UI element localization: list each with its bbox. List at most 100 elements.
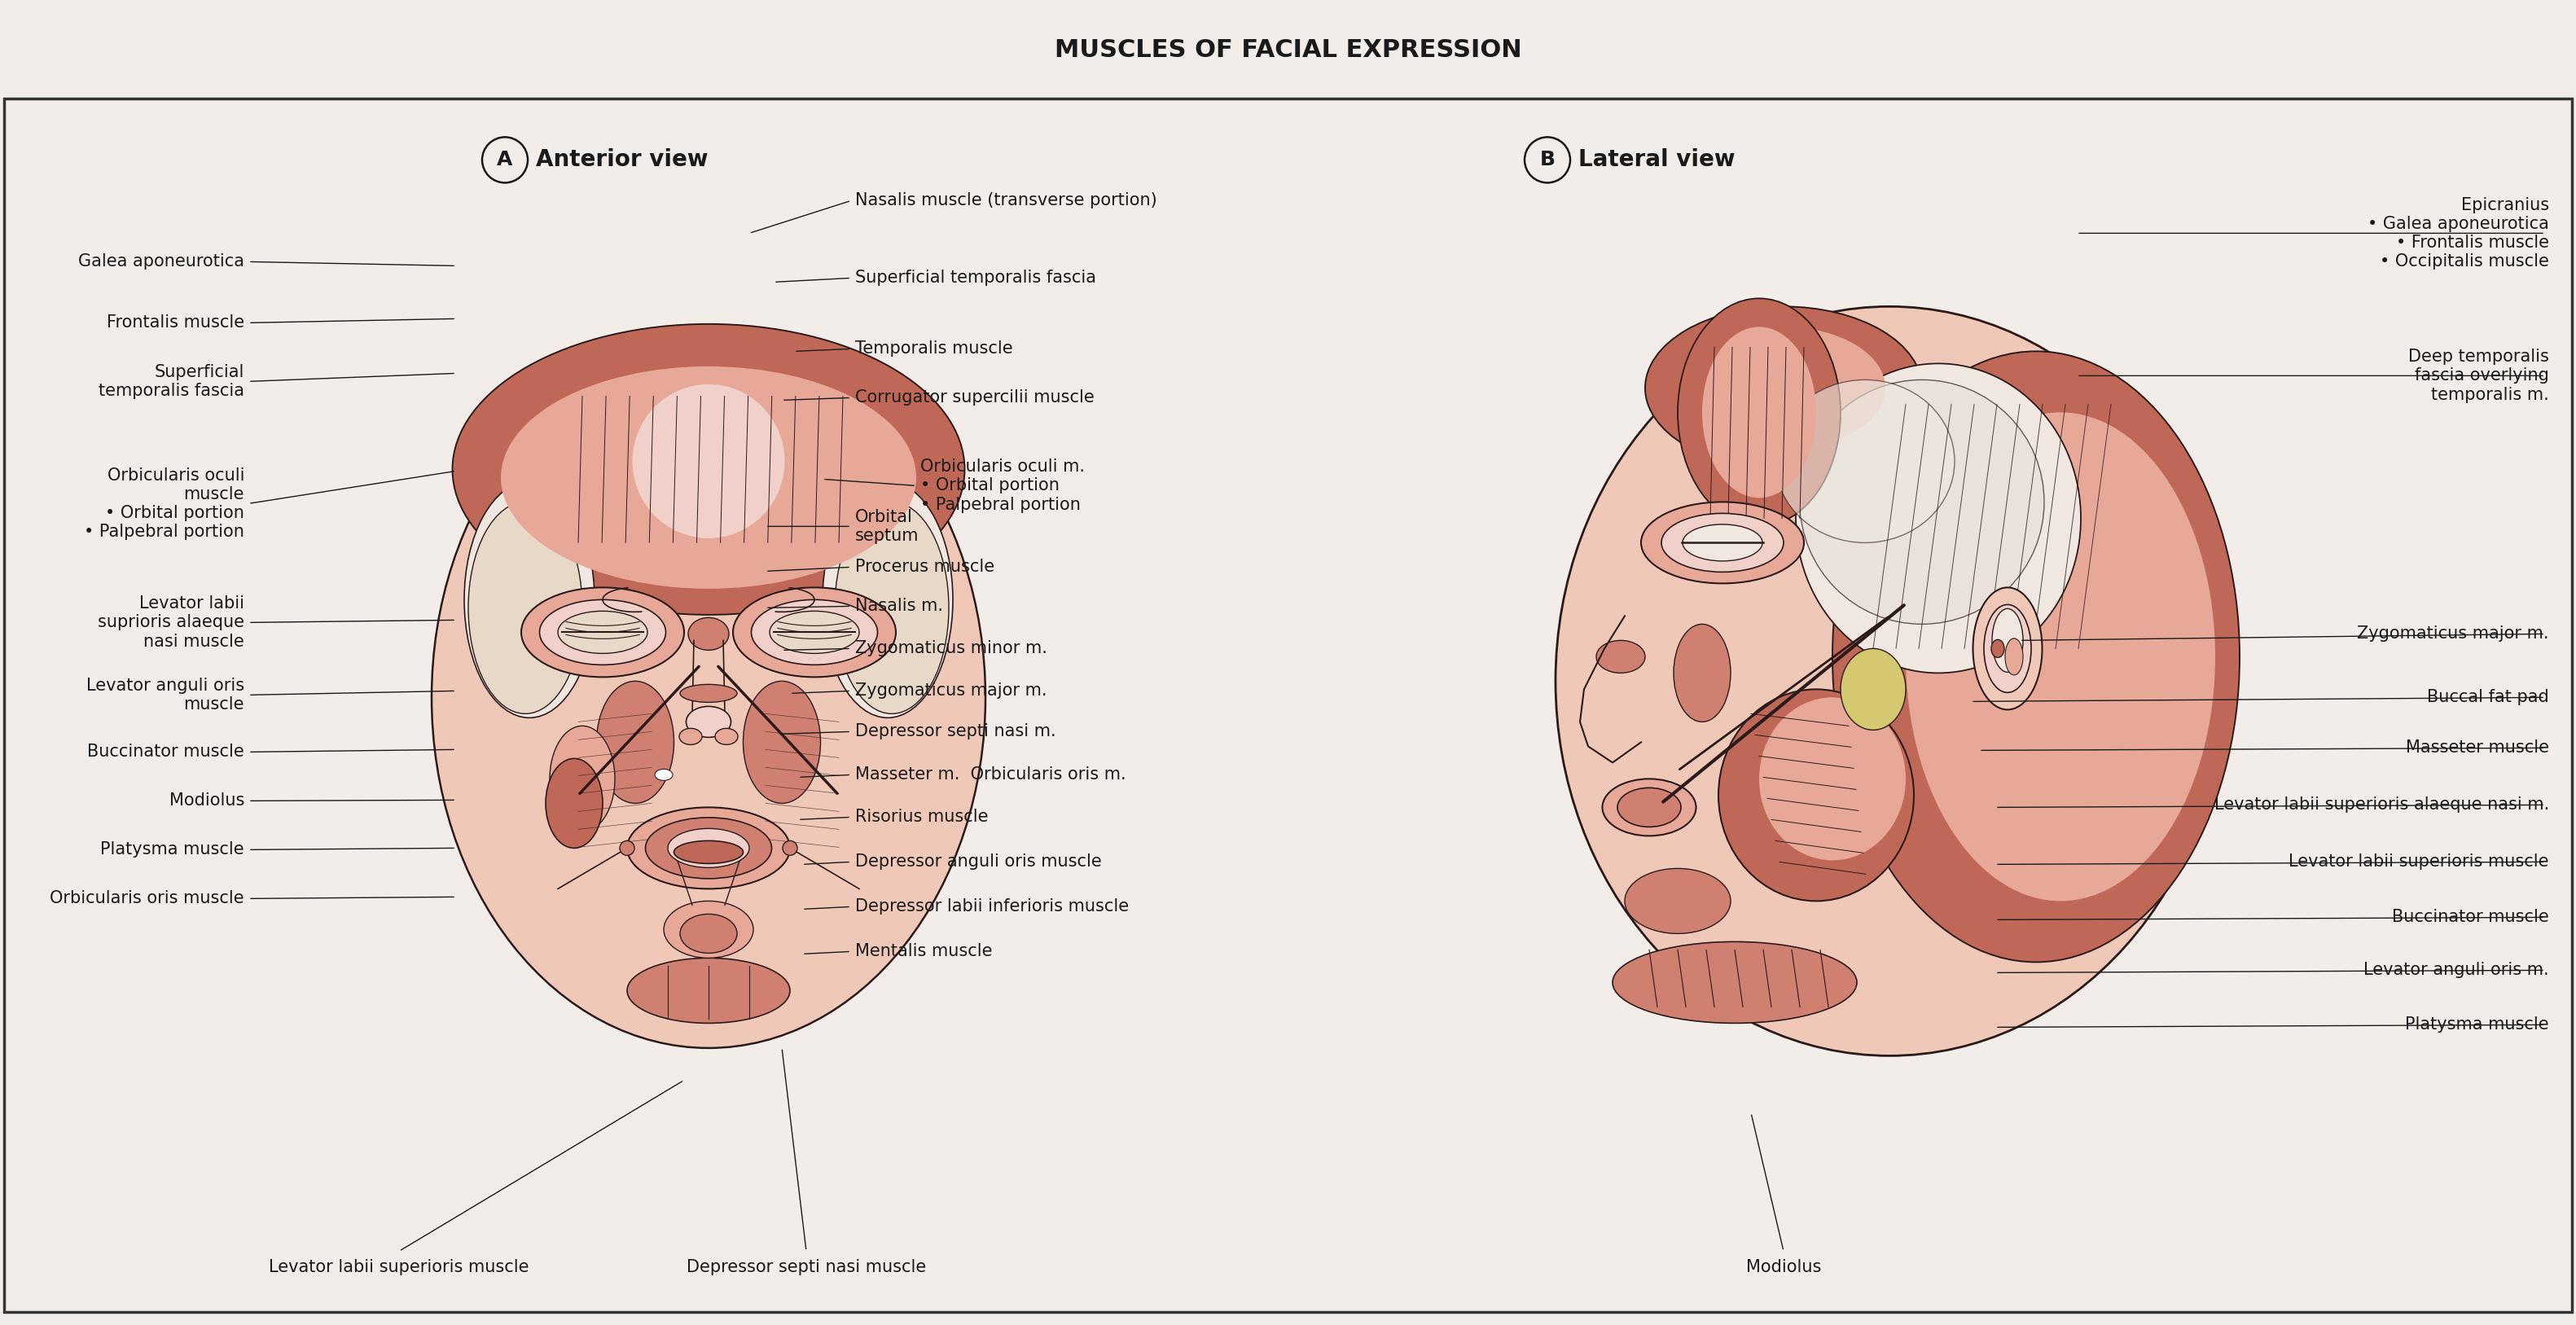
Ellipse shape [822, 481, 953, 718]
Text: Orbital
septum: Orbital septum [855, 509, 920, 545]
Ellipse shape [835, 502, 948, 714]
Text: Anterior view: Anterior view [536, 148, 708, 171]
Text: Zygomaticus major m.: Zygomaticus major m. [2357, 625, 2550, 643]
Text: Nasalis m.: Nasalis m. [855, 598, 943, 615]
Text: Masseter muscle: Masseter muscle [2406, 739, 2550, 757]
Ellipse shape [1842, 648, 1906, 730]
Ellipse shape [1646, 306, 1922, 469]
Text: Levator labii superioris muscle: Levator labii superioris muscle [2290, 853, 2550, 871]
Ellipse shape [453, 325, 963, 615]
Ellipse shape [546, 758, 603, 848]
Text: Modiolus: Modiolus [170, 792, 245, 810]
Ellipse shape [1618, 788, 1682, 827]
Ellipse shape [559, 611, 647, 653]
Text: Superficial
temporalis fascia: Superficial temporalis fascia [98, 364, 245, 399]
Text: A: A [497, 150, 513, 170]
Text: Buccinator muscle: Buccinator muscle [88, 743, 245, 761]
Text: Depressor septi nasi m.: Depressor septi nasi m. [855, 723, 1056, 739]
Ellipse shape [716, 729, 737, 745]
Ellipse shape [1625, 868, 1731, 934]
Text: Modiolus: Modiolus [1747, 1259, 1821, 1276]
Text: Orbicularis oculi
muscle
• Orbital portion
• Palpebral portion: Orbicularis oculi muscle • Orbital porti… [85, 468, 245, 541]
Ellipse shape [621, 841, 634, 856]
Text: Levator labii superioris muscle: Levator labii superioris muscle [268, 1259, 528, 1276]
Ellipse shape [654, 768, 672, 780]
Ellipse shape [549, 726, 616, 832]
Ellipse shape [1759, 697, 1906, 860]
Text: Deep temporalis
fascia overlying
temporalis m.: Deep temporalis fascia overlying tempora… [2409, 348, 2550, 403]
Ellipse shape [538, 600, 665, 665]
Ellipse shape [1991, 640, 2004, 657]
Ellipse shape [667, 828, 750, 868]
Text: Lateral view: Lateral view [1579, 148, 1736, 171]
Text: MUSCLES OF FACIAL EXPRESSION: MUSCLES OF FACIAL EXPRESSION [1054, 38, 1522, 62]
Text: Buccinator muscle: Buccinator muscle [2393, 909, 2550, 925]
Ellipse shape [1703, 327, 1816, 498]
Ellipse shape [2004, 639, 2022, 674]
Ellipse shape [1775, 380, 1955, 543]
Text: Levator labii superioris alaeque nasi m.: Levator labii superioris alaeque nasi m. [2215, 796, 2550, 814]
Ellipse shape [500, 367, 917, 588]
Text: Superficial temporalis fascia: Superficial temporalis fascia [855, 270, 1097, 286]
Text: Levator labii
suprioris alaeque
nasi muscle: Levator labii suprioris alaeque nasi mus… [98, 595, 245, 649]
Text: Orbicularis oris muscle: Orbicularis oris muscle [49, 890, 245, 906]
Ellipse shape [1674, 624, 1731, 722]
Text: Platysma muscle: Platysma muscle [100, 841, 245, 857]
Ellipse shape [520, 587, 685, 677]
Text: Depressor septi nasi muscle: Depressor septi nasi muscle [685, 1259, 927, 1276]
Ellipse shape [1842, 384, 2069, 653]
Text: Corrugator supercilii muscle: Corrugator supercilii muscle [855, 390, 1095, 405]
Ellipse shape [1682, 327, 1886, 449]
Text: Masseter m.  Orbicularis oris m.: Masseter m. Orbicularis oris m. [855, 767, 1126, 783]
Ellipse shape [1662, 513, 1783, 572]
Text: Mentalis muscle: Mentalis muscle [855, 943, 992, 959]
Text: B: B [1540, 150, 1556, 170]
Ellipse shape [1795, 363, 2081, 673]
Ellipse shape [626, 807, 791, 889]
Text: Zygomaticus minor m.: Zygomaticus minor m. [855, 640, 1048, 657]
Ellipse shape [680, 914, 737, 953]
Ellipse shape [1641, 502, 1803, 583]
Text: Depressor labii inferioris muscle: Depressor labii inferioris muscle [855, 898, 1128, 914]
Ellipse shape [770, 611, 860, 653]
Ellipse shape [675, 841, 742, 864]
Ellipse shape [688, 617, 729, 651]
Text: Platysma muscle: Platysma muscle [2406, 1016, 2550, 1034]
Ellipse shape [752, 600, 878, 665]
Ellipse shape [469, 502, 582, 714]
Ellipse shape [647, 818, 773, 878]
Ellipse shape [685, 706, 732, 737]
Ellipse shape [1718, 689, 1914, 901]
Ellipse shape [1973, 587, 2043, 710]
Text: Epicranius
• Galea aponeurotica
• Frontalis muscle
• Occipitalis muscle: Epicranius • Galea aponeurotica • Fronta… [2367, 196, 2550, 270]
Text: Nasalis muscle (transverse portion): Nasalis muscle (transverse portion) [855, 192, 1157, 209]
Text: Depressor anguli oris muscle: Depressor anguli oris muscle [855, 853, 1103, 871]
Ellipse shape [1906, 412, 2215, 901]
Ellipse shape [626, 958, 791, 1023]
Ellipse shape [734, 587, 896, 677]
Ellipse shape [1682, 525, 1762, 560]
Ellipse shape [783, 841, 799, 856]
Ellipse shape [680, 685, 737, 702]
Ellipse shape [1597, 640, 1646, 673]
Ellipse shape [464, 481, 595, 718]
Text: Risorius muscle: Risorius muscle [855, 810, 989, 825]
Ellipse shape [1832, 351, 2239, 962]
Text: Temporalis muscle: Temporalis muscle [855, 341, 1012, 356]
Ellipse shape [598, 681, 675, 803]
Ellipse shape [680, 729, 703, 745]
Ellipse shape [631, 384, 786, 538]
Text: Galea aponeurotica: Galea aponeurotica [77, 253, 245, 270]
Ellipse shape [1801, 380, 2045, 624]
Text: Zygomaticus major m.: Zygomaticus major m. [855, 682, 1046, 700]
Ellipse shape [1613, 942, 1857, 1023]
Ellipse shape [433, 347, 987, 1048]
Text: Procerus muscle: Procerus muscle [855, 559, 994, 575]
Ellipse shape [665, 901, 752, 958]
Ellipse shape [1602, 779, 1695, 836]
Text: Levator anguli oris
muscle: Levator anguli oris muscle [85, 677, 245, 713]
Ellipse shape [1991, 608, 2022, 672]
Text: Buccal fat pad: Buccal fat pad [2427, 689, 2550, 705]
Ellipse shape [1984, 604, 2030, 693]
Text: Orbicularis oculi m.
• Orbital portion
• Palpebral portion: Orbicularis oculi m. • Orbital portion •… [920, 458, 1084, 513]
